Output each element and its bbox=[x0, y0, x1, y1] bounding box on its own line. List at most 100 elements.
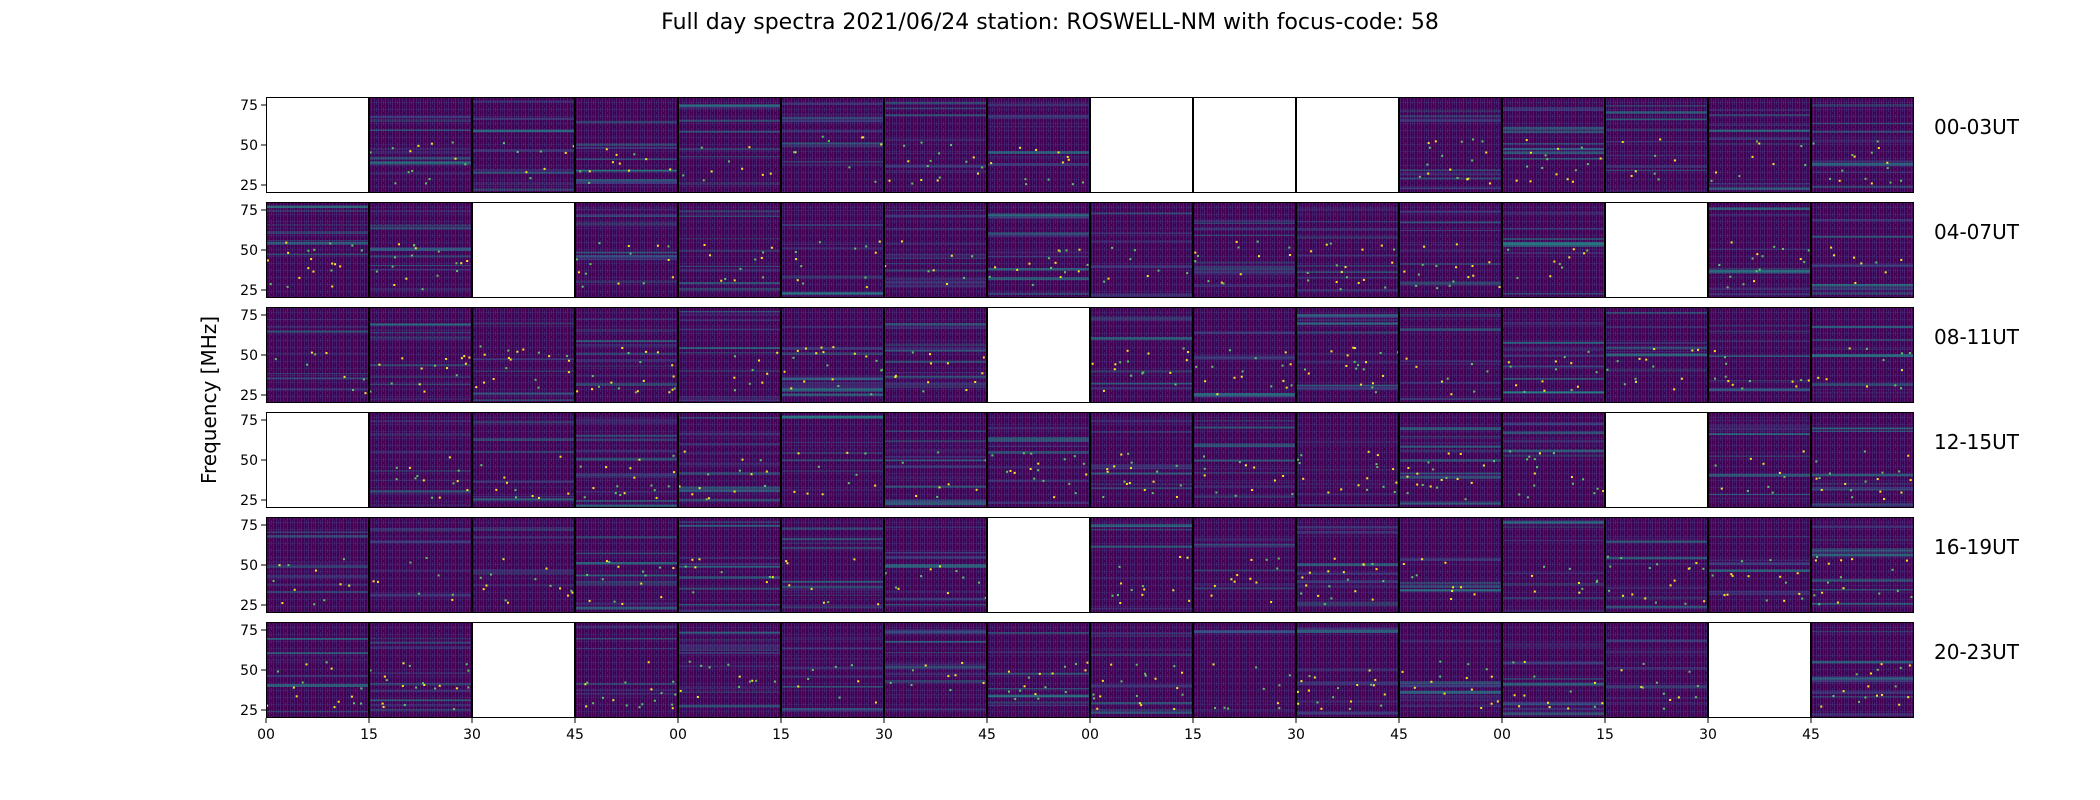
spectrum-panel-missing bbox=[987, 307, 1090, 403]
spectrum-panel bbox=[369, 97, 472, 193]
spectrum-panel bbox=[781, 307, 884, 403]
spectrum-panel bbox=[1193, 412, 1296, 508]
spectra-row bbox=[266, 412, 1914, 508]
y-tick-label: 50 bbox=[240, 348, 258, 364]
spectrum-panel bbox=[575, 622, 678, 718]
x-tick-label: 30 bbox=[463, 727, 481, 743]
spectrum-panel bbox=[1296, 622, 1399, 718]
spectrum-panel bbox=[1502, 307, 1605, 403]
x-tick-label: 45 bbox=[1802, 727, 1820, 743]
x-tick-label: 15 bbox=[1184, 727, 1202, 743]
spectrum-panel bbox=[575, 517, 678, 613]
y-tick-label: 75 bbox=[240, 518, 258, 534]
spectrum-panel bbox=[1296, 517, 1399, 613]
spectrum-panel bbox=[1399, 202, 1502, 298]
spectrum-panel bbox=[266, 307, 369, 403]
spectrum-panel-missing bbox=[472, 202, 575, 298]
x-tick-label: 00 bbox=[1493, 727, 1511, 743]
y-tick-label: 75 bbox=[240, 308, 258, 324]
spectrum-panel bbox=[1296, 202, 1399, 298]
spectrum-panel bbox=[678, 412, 781, 508]
spectrum-panel bbox=[678, 517, 781, 613]
spectrum-panel bbox=[987, 97, 1090, 193]
spectrum-panel bbox=[1090, 412, 1193, 508]
spectrum-panel bbox=[1708, 97, 1811, 193]
spectrum-panel bbox=[1605, 622, 1708, 718]
spectrum-panel bbox=[1399, 517, 1502, 613]
spectrum-panel bbox=[266, 517, 369, 613]
x-tick-label: 00 bbox=[257, 727, 275, 743]
spectrum-panel bbox=[884, 517, 987, 613]
x-tick-label: 15 bbox=[772, 727, 790, 743]
row-time-label: 20-23UT bbox=[1934, 640, 2020, 664]
spectrum-panel bbox=[1193, 202, 1296, 298]
spectrum-panel bbox=[884, 412, 987, 508]
y-tick-label: 25 bbox=[240, 178, 258, 194]
spectrum-panel bbox=[575, 307, 678, 403]
y-axis: 25 50 75 bbox=[240, 98, 266, 194]
spectrum-panel bbox=[1399, 97, 1502, 193]
spectra-row bbox=[266, 517, 1914, 613]
spectra-row bbox=[266, 202, 1914, 298]
y-tick-label: 75 bbox=[240, 413, 258, 429]
y-axis: 25 50 75 bbox=[240, 518, 266, 614]
spectra-row bbox=[266, 307, 1914, 403]
spectrum-panel bbox=[1296, 412, 1399, 508]
spectrum-panel-missing bbox=[266, 412, 369, 508]
spectrum-panel bbox=[884, 307, 987, 403]
spectrum-panel bbox=[1502, 622, 1605, 718]
spectra-row bbox=[266, 97, 1914, 193]
spectrum-panel bbox=[678, 97, 781, 193]
spectrum-panel bbox=[1502, 517, 1605, 613]
y-axis: 25 50 75 bbox=[240, 413, 266, 509]
x-tick-label: 30 bbox=[875, 727, 893, 743]
x-axis: 00 15 30 45 00 15 30 45 00 15 30 45 00 15 30 45 bbox=[257, 718, 1820, 743]
spectrum-panel bbox=[1502, 97, 1605, 193]
x-tick-label: 45 bbox=[566, 727, 584, 743]
y-axis: 25 50 75 bbox=[240, 308, 266, 404]
y-tick-label: 25 bbox=[240, 388, 258, 404]
spectrum-panel bbox=[678, 307, 781, 403]
spectrum-panel bbox=[266, 202, 369, 298]
y-tick-label: 50 bbox=[240, 138, 258, 154]
spectrum-panel bbox=[781, 412, 884, 508]
spectrum-panel bbox=[472, 307, 575, 403]
spectrum-panel bbox=[1502, 202, 1605, 298]
x-tick-label: 00 bbox=[1081, 727, 1099, 743]
row-time-label: 08-11UT bbox=[1934, 325, 2020, 349]
spectrum-panel bbox=[1605, 307, 1708, 403]
spectrum-panel bbox=[1090, 202, 1193, 298]
y-tick-label: 75 bbox=[240, 203, 258, 219]
x-tick-label: 15 bbox=[1596, 727, 1614, 743]
row-time-label: 04-07UT bbox=[1934, 220, 2020, 244]
spectrum-panel bbox=[1502, 412, 1605, 508]
row-time-label: 16-19UT bbox=[1934, 535, 2020, 559]
y-axis: 25 50 75 bbox=[240, 623, 266, 719]
spectrum-panel bbox=[1399, 412, 1502, 508]
x-tick-label: 15 bbox=[360, 727, 378, 743]
spectrum-panel-missing bbox=[472, 622, 575, 718]
spectrum-panel bbox=[884, 97, 987, 193]
y-tick-label: 25 bbox=[240, 703, 258, 719]
spectrum-panel bbox=[678, 622, 781, 718]
spectrum-panel bbox=[1811, 307, 1914, 403]
spectrum-panel-missing bbox=[1193, 97, 1296, 193]
spectrum-panel bbox=[369, 202, 472, 298]
spectrum-panel bbox=[369, 307, 472, 403]
spectrum-panel bbox=[1090, 307, 1193, 403]
row-time-label: 12-15UT bbox=[1934, 430, 2020, 454]
spectrum-panel bbox=[266, 622, 369, 718]
spectrum-panel bbox=[1605, 97, 1708, 193]
spectrum-panel bbox=[1708, 202, 1811, 298]
spectrum-panel bbox=[781, 517, 884, 613]
spectrum-panel bbox=[472, 97, 575, 193]
spectrum-panel bbox=[987, 622, 1090, 718]
spectrum-panel bbox=[1605, 517, 1708, 613]
spectrum-panel bbox=[987, 412, 1090, 508]
spectrum-panel bbox=[369, 517, 472, 613]
y-tick-label: 50 bbox=[240, 243, 258, 259]
chart-title: Full day spectra 2021/06/24 station: ROS… bbox=[661, 10, 1439, 35]
spectrum-panel bbox=[884, 622, 987, 718]
spectrum-panel bbox=[472, 412, 575, 508]
spectrum-panel bbox=[1296, 307, 1399, 403]
